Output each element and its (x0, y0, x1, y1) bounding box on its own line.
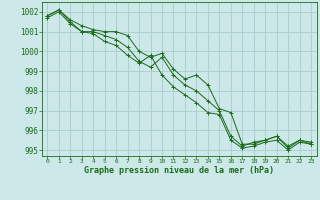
X-axis label: Graphe pression niveau de la mer (hPa): Graphe pression niveau de la mer (hPa) (84, 166, 274, 175)
